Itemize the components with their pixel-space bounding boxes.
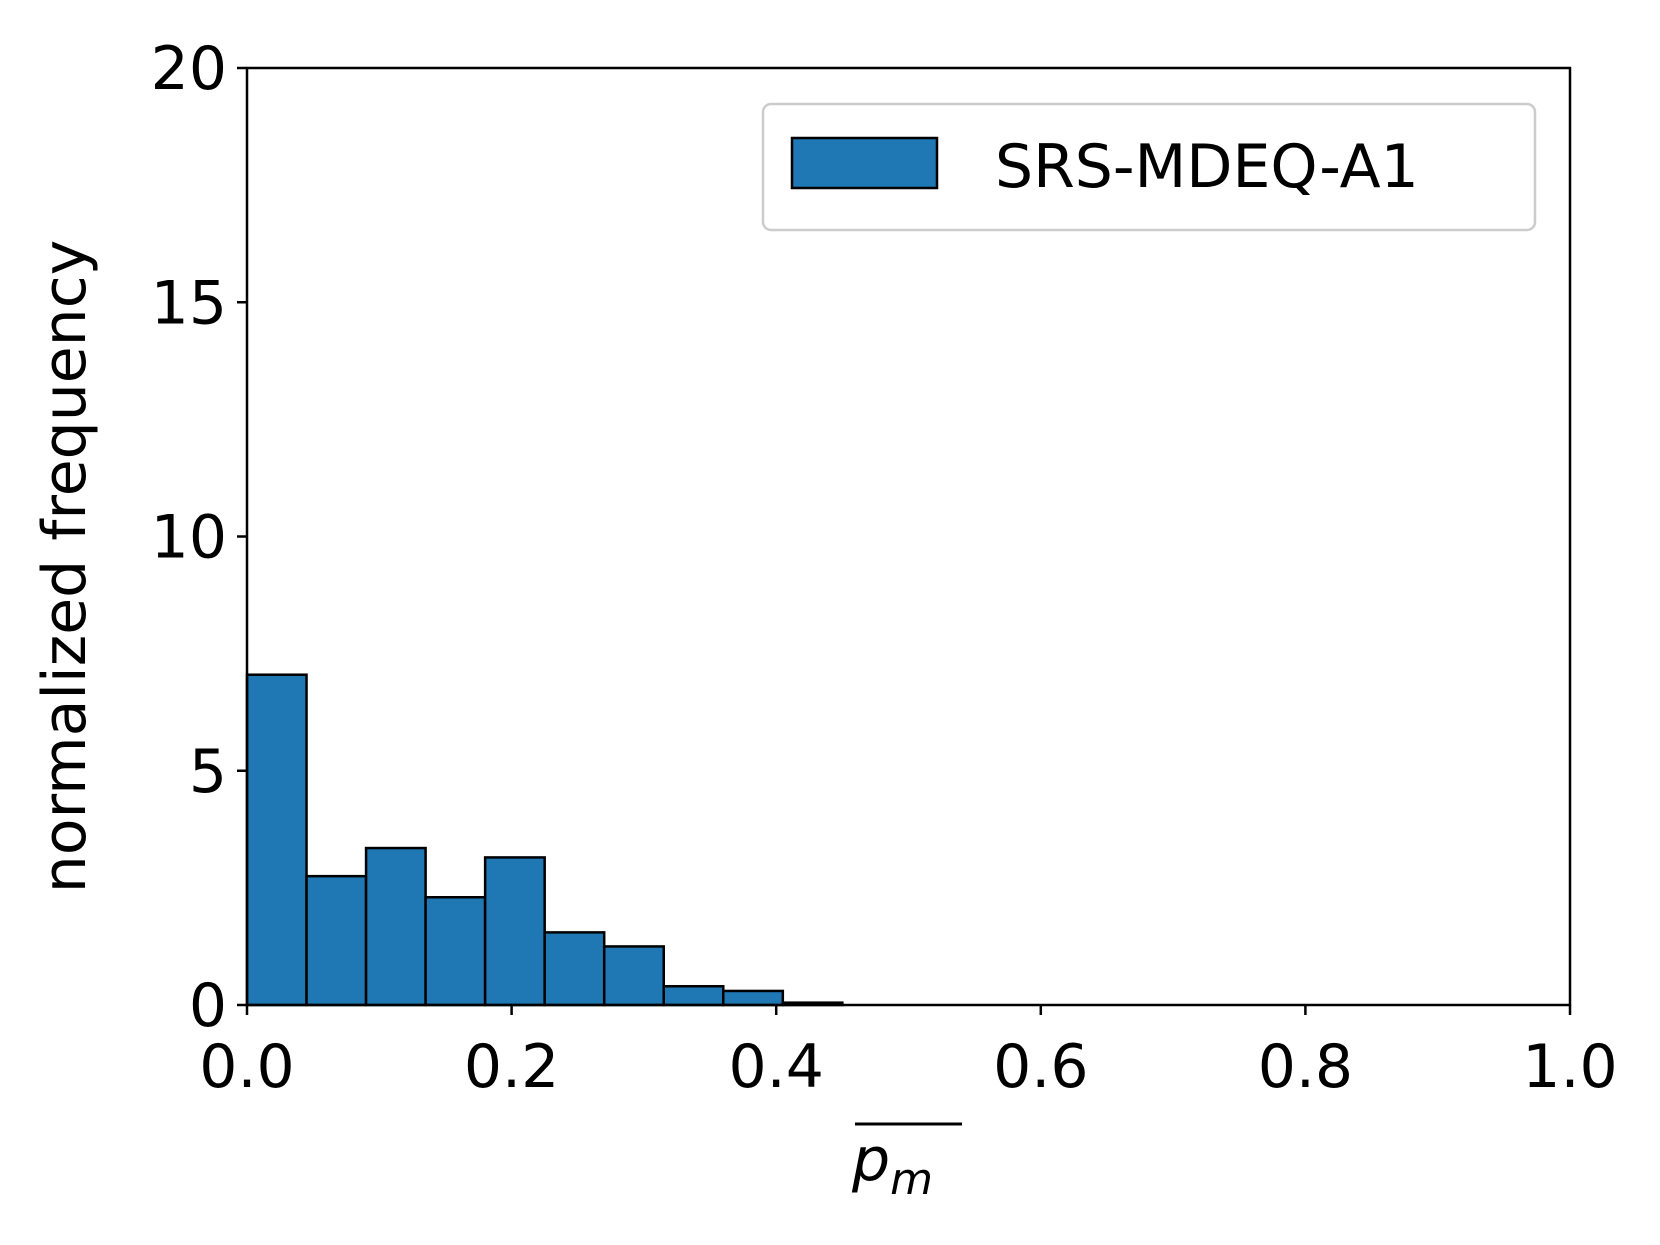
bars [245, 673, 844, 1007]
x-axis-label-main: p [851, 1125, 890, 1195]
x-axis-label: pm [851, 1122, 962, 1205]
x-tick-label: 0.2 [464, 1032, 559, 1102]
histogram-bar [662, 985, 725, 1007]
x-tick-label: 0.8 [1258, 1032, 1353, 1102]
x-tick-label: 0.4 [728, 1032, 823, 1102]
x-axis: 0.0 0.2 0.4 0.6 0.8 1.0 [199, 1005, 1618, 1102]
y-tick-label: 15 [151, 268, 227, 338]
y-axis: 0 5 10 15 20 [151, 34, 247, 1041]
x-tick-label: 1.0 [1522, 1032, 1617, 1102]
histogram-bar [245, 673, 308, 1007]
histogram-bar [602, 945, 665, 1007]
histogram-bar [424, 895, 487, 1007]
legend-label: SRS-MDEQ-A1 [995, 132, 1419, 202]
histogram-bar [305, 874, 368, 1007]
legend-swatch [790, 136, 939, 190]
histogram-bar [543, 931, 606, 1007]
histogram-bar [722, 989, 785, 1007]
x-tick-label: 0.0 [199, 1032, 294, 1102]
histogram-bar [483, 856, 546, 1007]
y-axis-label: normalized frequency [30, 240, 100, 893]
x-axis-label-subscript: m [890, 1154, 933, 1205]
x-tick-label: 0.6 [993, 1032, 1088, 1102]
y-tick-label: 10 [151, 503, 227, 573]
legend-box [761, 102, 1537, 232]
y-tick-label: 20 [151, 34, 227, 104]
y-tick-label: 0 [189, 971, 227, 1041]
histogram-bar [364, 846, 427, 1007]
x-axis-label-text: pm [851, 1125, 933, 1205]
y-tick-label: 5 [189, 737, 227, 807]
legend: SRS-MDEQ-A1 [761, 102, 1537, 232]
